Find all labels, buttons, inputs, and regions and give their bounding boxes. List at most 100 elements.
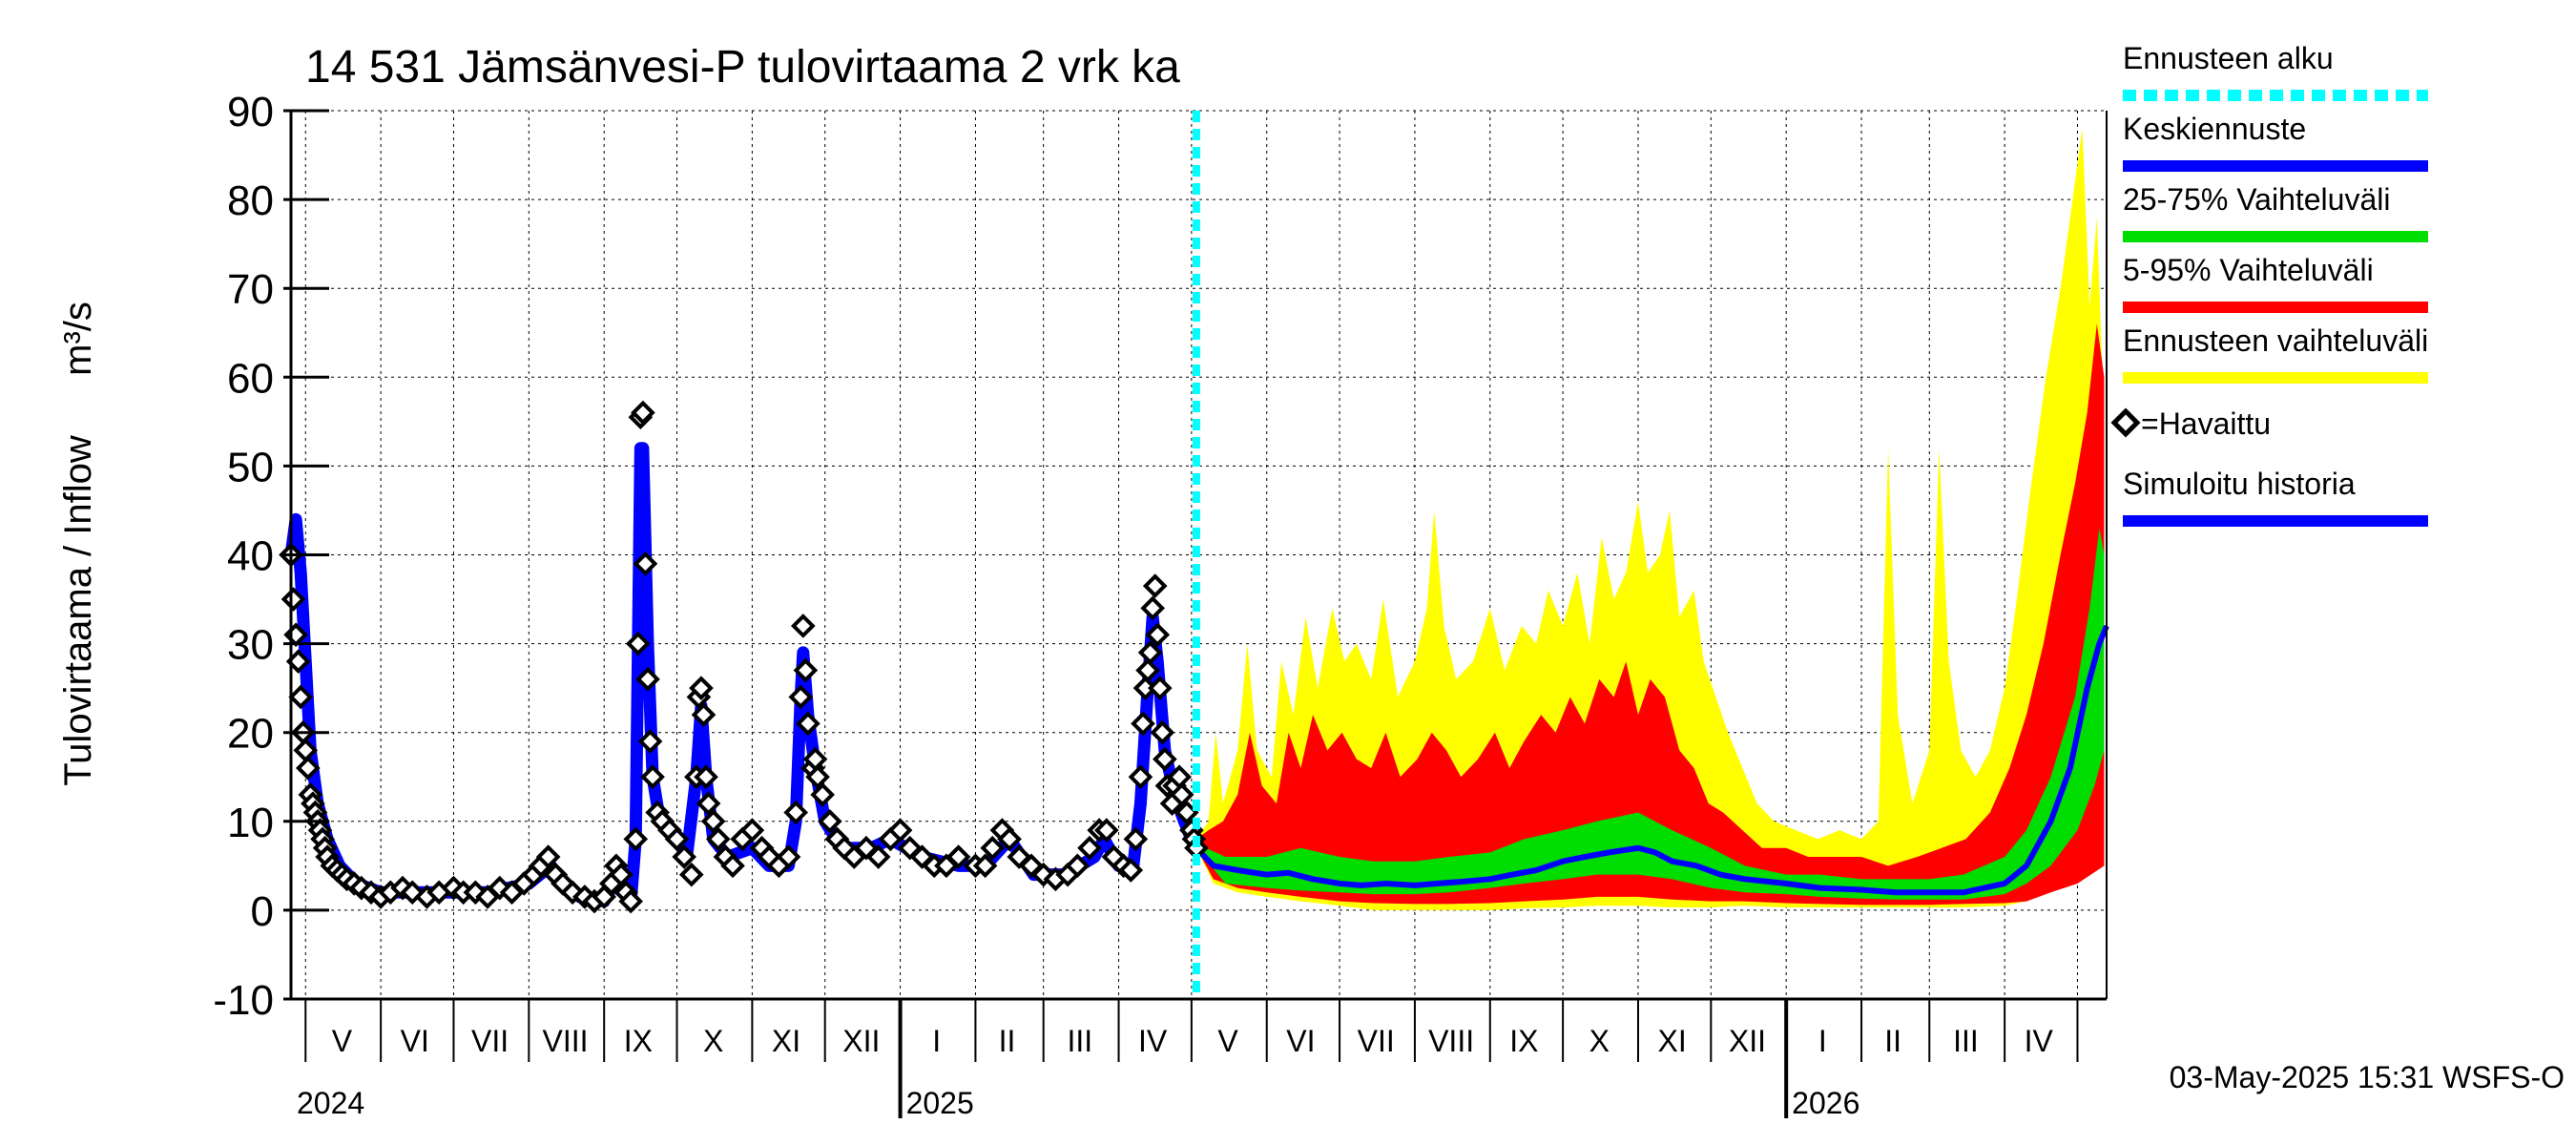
x-year-label: 2024	[297, 1086, 364, 1120]
timestamp-footer: 03-May-2025 15:31 WSFS-O	[2170, 1060, 2565, 1094]
observed-point	[1077, 835, 1102, 861]
observed-point	[997, 826, 1022, 852]
observed-point	[720, 853, 745, 879]
x-month-label: III	[1068, 1024, 1093, 1058]
observed-point	[1169, 782, 1195, 807]
observed-point	[1118, 858, 1144, 883]
x-month-label: IX	[624, 1024, 653, 1058]
y-tick-label: 60	[227, 355, 274, 402]
observed-point	[280, 587, 306, 612]
observed-point	[1140, 595, 1165, 621]
x-month-label: VI	[1286, 1024, 1315, 1058]
observed-point	[678, 862, 704, 887]
x-year-label: 2025	[906, 1086, 974, 1120]
legend-label: 5-95% Vaihteluväli	[2123, 253, 2374, 287]
y-tick-label: 90	[227, 89, 274, 135]
x-month-label: X	[1589, 1024, 1610, 1058]
observed-point	[865, 844, 891, 869]
observed-point	[1128, 764, 1153, 790]
y-tick-label: 50	[227, 444, 274, 490]
observed-point	[288, 684, 314, 710]
observed-point	[793, 657, 819, 683]
observed-point	[705, 826, 731, 852]
observed-point	[972, 853, 998, 879]
y-tick-label: 40	[227, 533, 274, 580]
legend-label: Ennusteen vaihteluväli	[2123, 323, 2428, 358]
observed-point	[696, 791, 721, 817]
y-axis-label: Tulovirtaama / Inflow	[57, 435, 99, 786]
observed-point	[700, 808, 726, 834]
observed-point	[739, 818, 765, 843]
chart-title: 14 531 Jämsänvesi-P tulovirtaama 2 vrk k…	[305, 42, 1180, 93]
legend: Ennusteen alku Keskiennuste 25-75% Vaihtel…	[2110, 41, 2428, 527]
observed-point	[625, 631, 651, 656]
x-month-label: VII	[471, 1024, 509, 1058]
x-month-label: V	[1217, 1024, 1238, 1058]
x-month-label: VIII	[1428, 1024, 1474, 1058]
legend-marker-observed	[2110, 407, 2141, 438]
observed-point	[790, 614, 816, 638]
observed-point	[635, 667, 660, 692]
observed-point	[694, 764, 718, 790]
x-year-label: 2026	[1792, 1086, 1859, 1120]
observed-point	[980, 835, 1006, 861]
x-month-label: VII	[1358, 1024, 1395, 1058]
observed-point	[796, 711, 821, 737]
y-tick-label: -10	[213, 977, 274, 1024]
observed-point	[637, 729, 663, 754]
observed-point	[1150, 719, 1175, 745]
grid	[291, 110, 2107, 1000]
x-month-label: XI	[772, 1024, 800, 1058]
observed-point	[810, 782, 835, 807]
observed-point	[1065, 853, 1091, 879]
observed-point	[1142, 573, 1168, 598]
observed-point	[691, 702, 717, 727]
forecast-range-band	[1195, 128, 2105, 910]
observed-point	[788, 684, 814, 710]
y-tick-label: 0	[251, 888, 274, 935]
observed-point	[633, 551, 658, 576]
x-month-label: XII	[842, 1024, 880, 1058]
observed-point	[609, 862, 634, 887]
observed-point	[1137, 640, 1163, 665]
observed-point	[1147, 676, 1173, 700]
x-month-label: II	[1884, 1024, 1901, 1058]
x-month-label: X	[703, 1024, 723, 1058]
y-tick-label: 70	[227, 266, 274, 313]
observed-point	[1145, 622, 1171, 648]
observed-point	[640, 764, 665, 790]
legend-label: 25-75% Vaihteluväli	[2123, 182, 2390, 217]
observed-point	[1093, 818, 1119, 843]
observed-point	[1135, 657, 1160, 683]
x-month-label: IV	[1138, 1024, 1168, 1058]
observed-point	[672, 844, 696, 869]
y-axis-unit: m³/s	[57, 302, 99, 376]
observed-point	[664, 826, 690, 852]
x-month-label: XII	[1729, 1024, 1766, 1058]
mean-forecast-line	[1194, 624, 2109, 896]
observed-point	[623, 826, 649, 852]
x-month-label: VI	[401, 1024, 429, 1058]
x-month-label: I	[1818, 1024, 1827, 1058]
observed-point	[945, 844, 971, 869]
x-month-label: IV	[2025, 1024, 2054, 1058]
legend-label: Keskiennuste	[2123, 112, 2306, 146]
observed-point	[689, 676, 714, 700]
band-25-75	[1195, 528, 2105, 900]
observed-point	[535, 844, 561, 869]
y-tick-label: 20	[227, 711, 274, 758]
y-tick-label: 10	[227, 800, 274, 846]
x-month-label: II	[999, 1024, 1016, 1058]
x-month-label: VIII	[542, 1024, 588, 1058]
y-tick-label: 80	[227, 177, 274, 224]
observed-point	[776, 844, 801, 869]
observed-point	[817, 808, 842, 834]
legend-label: =Havaittu	[2141, 406, 2271, 441]
plot-area	[279, 111, 2109, 999]
x-month-label: I	[932, 1024, 941, 1058]
observed-point	[1131, 711, 1155, 737]
observed-point	[805, 764, 830, 790]
x-month-label: IX	[1509, 1024, 1538, 1058]
observed-point	[1123, 826, 1149, 852]
